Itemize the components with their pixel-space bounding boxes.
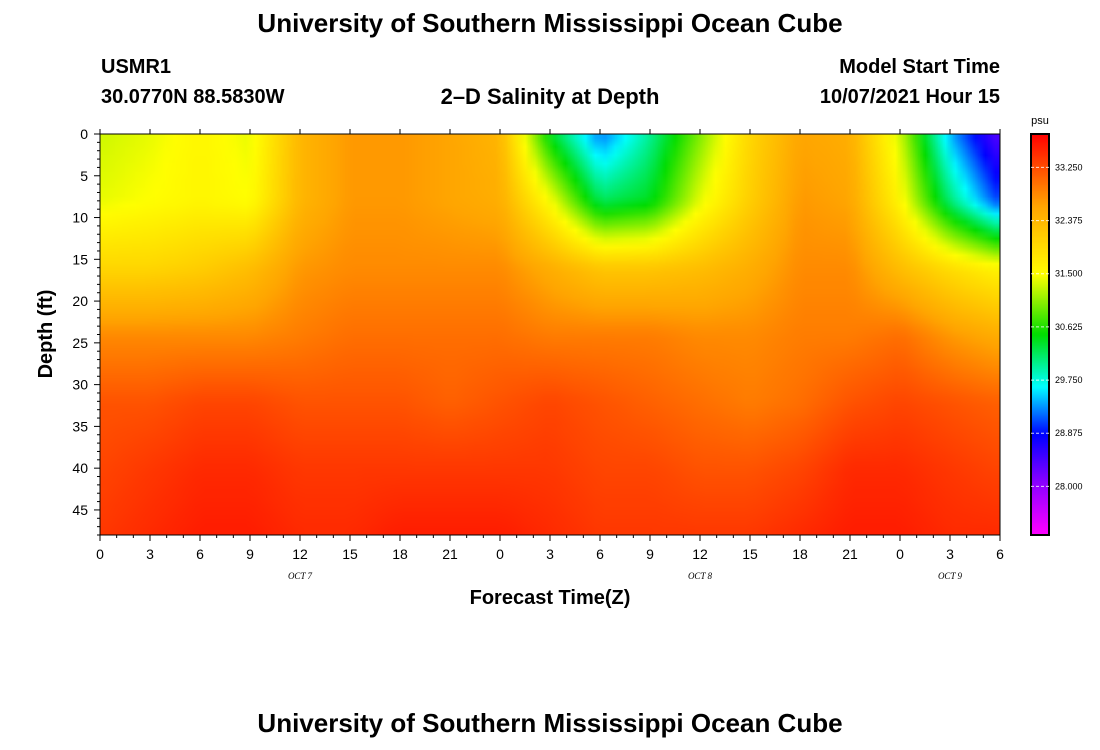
chart-title-bottom: University of Southern Mississippi Ocean… [257,708,843,738]
colorbar-ticks: 33.250 32.375 31.500 30.625 29.750 28.875 28.0… [1031,162,1083,491]
y-tick-label: 0 [80,126,88,142]
x-tick-label: 6 [996,546,1004,562]
x-tick-label: 15 [742,546,758,562]
x-tick-label: 21 [842,546,858,562]
x-tick-label: 6 [196,546,204,562]
colorbar-tick-label: 31.500 [1055,269,1083,279]
x-tick-label: 3 [946,546,954,562]
y-tick-label: 20 [72,293,88,309]
colorbar-unit: psu [1031,115,1049,127]
x-tick-label: 0 [896,546,904,562]
colorbar-tick-label: 28.875 [1055,428,1083,438]
station-coordinates: 30.0770N 88.5830W [101,86,285,108]
x-tick-label: 6 [596,546,604,562]
x-tick-label: 0 [496,546,504,562]
x-axis-label: Forecast Time(Z) [470,587,631,609]
colorbar-tick-label: 28.000 [1055,481,1083,491]
model-start-value: 10/07/2021 Hour 15 [819,86,1000,108]
y-tick-label: 10 [72,210,88,226]
y-tick-label: 15 [72,251,88,267]
x-tick-label: 12 [692,546,708,562]
colorbar-tick-label: 33.250 [1055,162,1083,172]
x-tick-label: 18 [392,546,408,562]
x-tick-label: 9 [246,546,254,562]
colorbar-tick-label: 30.625 [1055,322,1083,332]
y-tick-label: 5 [80,168,88,184]
colorbar-tick-label: 29.750 [1055,375,1083,385]
x-tick-label: 9 [646,546,654,562]
x-tick-label: 0 [96,546,104,562]
model-start-label: Model Start Time [839,56,1000,78]
y-tick-label: 40 [72,460,88,476]
y-tick-label: 30 [72,377,88,393]
x-tick-label: 21 [442,546,458,562]
x-tick-label: 15 [342,546,358,562]
chart-title-top: University of Southern Mississippi Ocean… [257,8,843,38]
colorbar-gradient [1031,134,1049,535]
plot-title: 2–D Salinity at Depth [440,84,660,109]
salinity-heatmap [100,134,1000,535]
colorbar-frame [1030,133,1050,536]
x-axis: 0 3 6 9 12 15 18 21 0 3 6 9 12 15 18 21 0 3 6 OCT 7 OCT 8 OCT… [96,129,1004,581]
x-date-label: OCT 8 [688,571,713,581]
y-axis: 0 5 10 15 20 25 30 35 40 45 [72,126,100,536]
colorbar-tick-label: 32.375 [1055,216,1083,226]
x-tick-label: 12 [292,546,308,562]
x-date-label: OCT 7 [288,571,313,581]
x-tick-label: 18 [792,546,808,562]
y-tick-label: 45 [72,502,88,518]
y-axis-label: Depth (ft) [35,290,57,379]
x-tick-label: 3 [146,546,154,562]
x-date-label: OCT 9 [938,571,963,581]
y-tick-label: 35 [72,418,88,434]
x-tick-label: 3 [546,546,554,562]
y-tick-label: 25 [72,335,88,351]
station-id: USMR1 [101,56,172,78]
